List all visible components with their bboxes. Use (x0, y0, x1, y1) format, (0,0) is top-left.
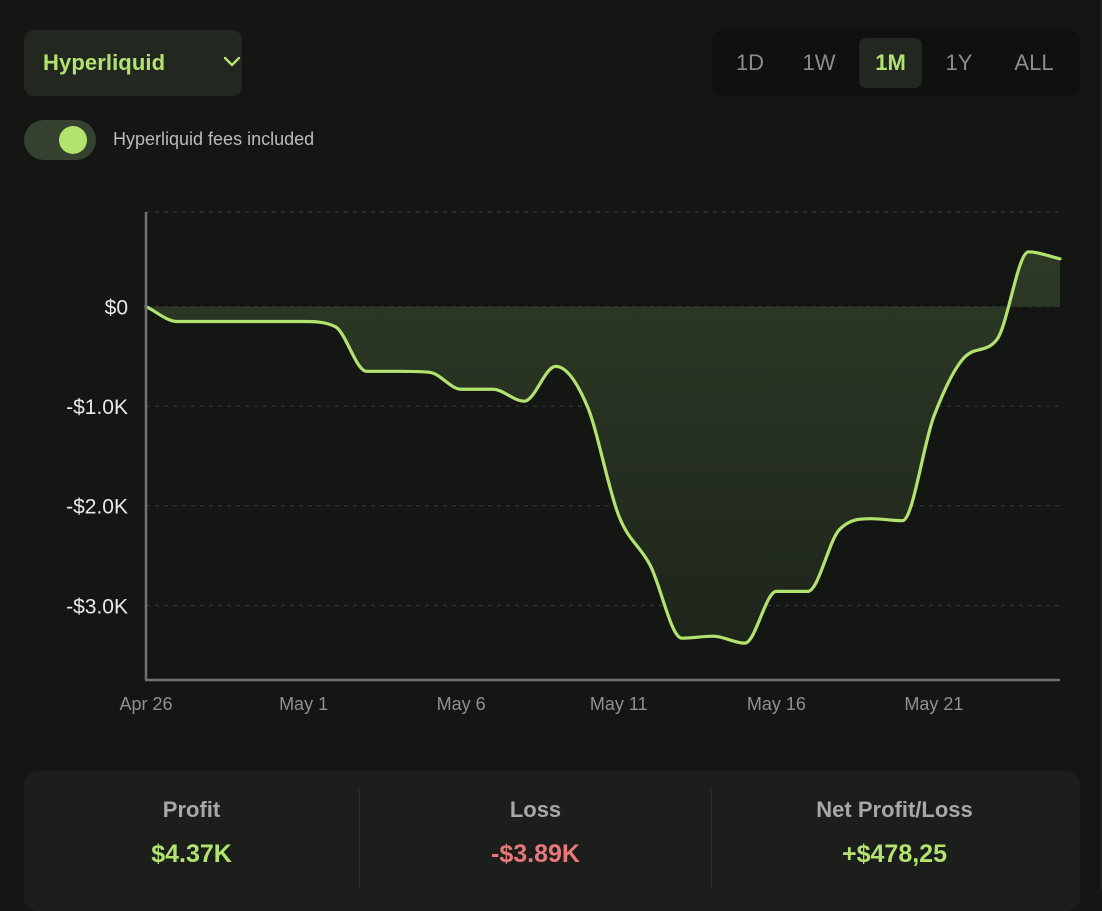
range-1y-button[interactable]: 1Y (945, 50, 973, 75)
x-tick-label: May 11 (590, 694, 648, 714)
panel-edge (1100, 0, 1102, 890)
fees-toggle-label: Hyperliquid fees included (113, 129, 315, 149)
pnl-line (144, 250, 1062, 645)
loss-value: -$3.89K (491, 840, 580, 868)
profit-value: $4.37K (151, 840, 232, 868)
x-tick-label: May 6 (437, 694, 486, 714)
exchange-label: Hyperliquid (43, 50, 166, 75)
exchange-dropdown[interactable]: Hyperliquid (24, 30, 242, 96)
time-range-selector: 1D 1W 1M 1Y ALL (712, 30, 1080, 96)
profit-stat: Profit $4.37K (24, 771, 359, 890)
x-tick-label: Apr 26 (119, 694, 172, 714)
profit-label: Profit (162, 797, 221, 822)
x-tick-label: May 1 (279, 694, 328, 714)
chevron-down-icon (223, 56, 241, 67)
net-label: Net Profit/Loss (816, 797, 973, 822)
pnl-panel: Hyperliquid 1D 1W 1M 1Y ALL Hyperliquid … (24, 0, 1102, 890)
y-tick-label: $0 (105, 297, 128, 320)
range-1d-button[interactable]: 1D (735, 50, 765, 75)
pnl-area (146, 251, 1060, 644)
pnl-chart: $0 -$1.0K -$2.0K -$3.0K Apr 26 May 1 May 6 May … (66, 211, 1062, 714)
range-1m-button[interactable]: 1M (859, 38, 922, 88)
toggle-knob (59, 126, 87, 154)
net-stat: Net Profit/Loss +$478,25 (712, 771, 1077, 890)
x-tick-label: May 16 (747, 694, 806, 714)
summary-divider (359, 789, 360, 889)
fees-toggle[interactable] (24, 120, 96, 160)
summary-divider (711, 789, 712, 889)
y-tick-label: -$3.0K (66, 595, 128, 618)
range-1w-button[interactable]: 1W (802, 50, 836, 75)
x-tick-label: May 21 (904, 694, 963, 714)
y-tick-label: -$2.0K (66, 496, 128, 519)
range-all-button[interactable]: ALL (1014, 50, 1054, 75)
loss-label: Loss (509, 797, 562, 822)
net-value: +$478,25 (842, 840, 947, 868)
loss-stat: Loss -$3.89K (360, 771, 711, 890)
y-tick-label: -$1.0K (66, 396, 128, 419)
pnl-summary: Profit $4.37K Loss -$3.89K Net Profit/Lo… (24, 771, 1080, 911)
